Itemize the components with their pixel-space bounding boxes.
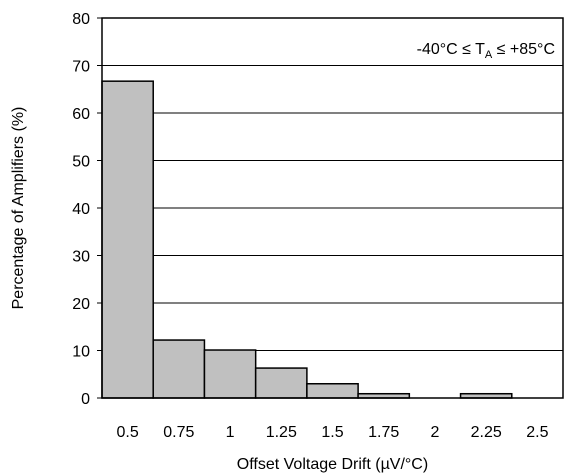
y-tick-label: 10 (72, 344, 90, 361)
x-axis-label: Offset Voltage Drift (µV/°C) (237, 456, 428, 473)
bar (306, 383, 359, 399)
bar (152, 339, 206, 399)
bar (203, 349, 257, 399)
annotation-subscript: A (485, 49, 493, 61)
y-tick-label: 30 (72, 249, 90, 266)
grid-lines (102, 65, 563, 351)
x-tick-label: 0.75 (163, 424, 194, 441)
y-tick-label: 70 (72, 59, 90, 76)
x-tick-label: 0.5 (116, 424, 138, 441)
bar (101, 80, 154, 399)
y-axis-label: Percentage of Amplifiers (%) (10, 107, 27, 310)
y-tick-label: 0 (81, 391, 90, 408)
y-tick-label: 40 (72, 201, 90, 218)
x-tick-labels: 0.5 0.75 1 1.25 1.5 1.75 2 2.25 2.5 (116, 424, 548, 441)
temperature-range-annotation: -40°C ≤ TA ≤ +85°C (417, 41, 555, 61)
annotation-prefix: -40°C ≤ T (417, 41, 485, 58)
annotation-suffix: ≤ +85°C (492, 41, 555, 58)
x-tick-label: 1.75 (368, 424, 399, 441)
y-tick-labels: 0 10 20 30 40 50 60 70 80 (72, 11, 102, 408)
x-tick-label: 1.25 (266, 424, 297, 441)
x-tick-label: 2.5 (526, 424, 548, 441)
y-tick-label: 20 (72, 296, 90, 313)
x-tick-label: 2.25 (471, 424, 502, 441)
y-tick-label: 50 (72, 154, 90, 171)
y-tick-label: 80 (72, 11, 90, 28)
x-tick-label: 2 (430, 424, 439, 441)
bar (254, 367, 308, 399)
x-tick-label: 1 (226, 424, 235, 441)
y-tick-label: 60 (72, 106, 90, 123)
x-tick-label: 1.5 (321, 424, 343, 441)
